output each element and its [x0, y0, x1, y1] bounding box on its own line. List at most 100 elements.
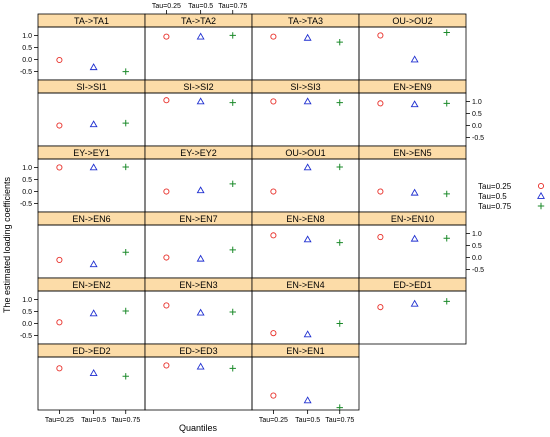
- point-tau-0-25: [270, 98, 277, 105]
- point-tau-0-5: [89, 309, 98, 317]
- y-tick-label: 1.0: [472, 99, 482, 106]
- point-tau-0-5: [196, 32, 205, 40]
- panel-frame: [37, 26, 146, 81]
- panel-frame: [144, 26, 253, 81]
- point-tau-0-25: [163, 362, 170, 369]
- point-tau-0-25: [377, 233, 384, 241]
- panel-frame: [251, 26, 360, 81]
- strip-title: ED->ED1: [393, 280, 431, 290]
- panel-en-en7: EN->EN7: [144, 211, 253, 279]
- panel-frame: [358, 158, 467, 213]
- strip-title: EN->EN10: [391, 214, 434, 224]
- point-tau-0-75: [229, 365, 236, 372]
- point-tau-0-25: [377, 32, 384, 39]
- legend-marker: [537, 191, 545, 199]
- x-tick-label: Tau=0.75: [325, 417, 354, 424]
- point-tau-0-25: [377, 100, 384, 107]
- point-tau-0-25: [56, 319, 63, 326]
- strip-title: TA->TA2: [181, 16, 216, 26]
- x-tick-label: Tau=0.5: [188, 3, 213, 10]
- strip-title: OU->OU1: [285, 148, 325, 158]
- point-tau-0-75: [443, 100, 450, 107]
- point-tau-0-25: [270, 188, 277, 195]
- point-tau-0-25: [56, 122, 63, 129]
- y-tick-label: 0.5: [22, 45, 32, 52]
- panel-ey-ey1: EY->EY1 -0.5 0.0 0.5 1.0: [20, 145, 146, 213]
- strip-title: ED->ED3: [179, 346, 217, 356]
- panel-en-en2: EN->EN2 -0.5 0.0 0.5 1.0: [20, 277, 146, 345]
- point-tau-0-5: [196, 97, 205, 105]
- y-tick-label: 0.0: [472, 255, 482, 262]
- point-tau-0-75: [122, 68, 129, 75]
- y-tick-label: 0.5: [472, 243, 482, 250]
- strip-title: SI->SI3: [290, 82, 320, 92]
- point-tau-0-75: [122, 119, 129, 127]
- point-tau-0-25: [56, 164, 63, 171]
- point-tau-0-25: [270, 33, 277, 40]
- strip-title: EN->EN7: [179, 214, 217, 224]
- point-tau-0-75: [122, 249, 129, 256]
- y-tick-label: 1.0: [472, 231, 482, 238]
- panel-en-en6: EN->EN6: [37, 211, 146, 279]
- point-tau-0-75: [336, 320, 343, 327]
- y-tick-label: 0.0: [22, 321, 32, 328]
- point-tau-0-25: [163, 97, 170, 104]
- panel-ey-ey2: EY->EY2: [144, 145, 253, 213]
- point-tau-0-75: [229, 32, 236, 39]
- strip-title: EY->EY2: [180, 148, 216, 158]
- y-tick-label: 0.0: [22, 189, 32, 196]
- point-tau-0-5: [303, 33, 312, 41]
- panel-frame: [144, 224, 253, 279]
- strip-title: EN->EN4: [286, 280, 324, 290]
- legend-marker: [537, 202, 545, 210]
- panel-en-en1: EN->EN1 Tau=0.25 Tau=0.5 Tau=0.75: [251, 343, 360, 424]
- point-tau-0-75: [229, 180, 236, 188]
- point-tau-0-5: [303, 330, 312, 338]
- panel-ed-ed1: ED->ED1: [358, 277, 467, 345]
- y-tick-label: 1.0: [22, 165, 32, 172]
- panel-ta-ta1: TA->TA1 -0.5 0.0 0.5 1.0: [20, 13, 146, 81]
- point-tau-0-5: [196, 254, 205, 262]
- panel-frame: [144, 158, 253, 213]
- point-tau-0-25: [163, 254, 170, 261]
- panel-en-en4: EN->EN4: [251, 277, 360, 345]
- point-tau-0-25: [270, 392, 277, 399]
- panel-frame: [144, 290, 253, 345]
- strip-title: EN->EN8: [286, 214, 324, 224]
- panel-frame: [37, 224, 146, 279]
- panel-en-en5: EN->EN5: [358, 145, 467, 213]
- y-tick-label: -0.5: [20, 69, 32, 76]
- point-tau-0-25: [56, 56, 63, 64]
- panel-ou-ou1: OU->OU1: [251, 145, 360, 213]
- point-tau-0-5: [89, 63, 98, 71]
- point-tau-0-25: [270, 232, 277, 239]
- y-tick-label: 0.5: [22, 309, 32, 316]
- x-axis-label: Quantiles: [179, 423, 218, 433]
- strip-title: EN->EN2: [72, 280, 110, 290]
- point-tau-0-5: [303, 163, 312, 171]
- y-tick-label: 1.0: [22, 33, 32, 40]
- point-tau-0-75: [443, 235, 450, 242]
- panel-frame: [358, 290, 467, 345]
- point-tau-0-75: [229, 246, 236, 254]
- x-tick-label: Tau=0.25: [45, 417, 74, 424]
- y-tick-label: 0.5: [22, 177, 32, 184]
- point-tau-0-5: [303, 396, 312, 404]
- point-tau-0-75: [122, 163, 129, 171]
- panel-en-en10: EN->EN10 -0.5 0.0 0.5 1.0: [358, 211, 484, 279]
- panel-ed-ed2: ED->ED2 Tau=0.25 Tau=0.5 Tau=0.75: [37, 343, 146, 424]
- panel-en-en8: EN->EN8: [251, 211, 360, 279]
- legend-item-tau-0-5: Tau=0.5: [478, 191, 545, 201]
- point-tau-0-5: [410, 100, 419, 108]
- point-tau-0-75: [443, 29, 450, 36]
- point-tau-0-75: [229, 308, 236, 316]
- x-tick-label: Tau=0.5: [81, 417, 106, 424]
- point-tau-0-25: [163, 33, 170, 40]
- point-tau-0-75: [443, 298, 450, 305]
- point-tau-0-75: [122, 307, 129, 315]
- panel-frame: [358, 26, 467, 81]
